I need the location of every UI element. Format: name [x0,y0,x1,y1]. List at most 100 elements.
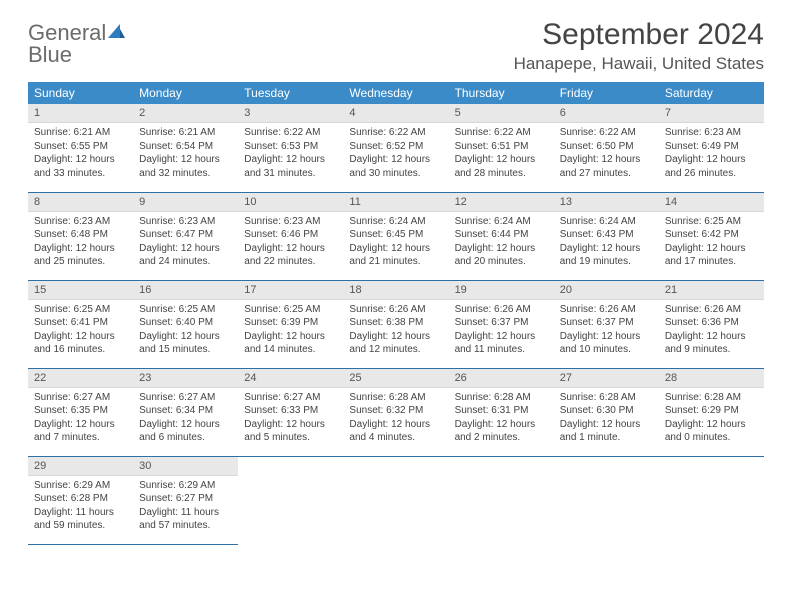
calendar-day: 14Sunrise: 6:25 AMSunset: 6:42 PMDayligh… [659,192,764,280]
brand-logo: General Blue [28,18,126,67]
sunset-line: Sunset: 6:30 PM [560,404,653,418]
sunrise-line: Sunrise: 6:25 AM [139,303,232,317]
sunrise-line: Sunrise: 6:24 AM [349,215,442,229]
weekday-header-row: SundayMondayTuesdayWednesdayThursdayFrid… [28,82,764,104]
calendar-day: 16Sunrise: 6:25 AMSunset: 6:40 PMDayligh… [133,280,238,368]
sunrise-line: Sunrise: 6:28 AM [455,391,548,405]
month-title: September 2024 [514,18,764,52]
empty-cell [238,456,343,544]
sunrise-line: Sunrise: 6:27 AM [34,391,127,405]
calendar-day: 9Sunrise: 6:23 AMSunset: 6:47 PMDaylight… [133,192,238,280]
sunrise-line: Sunrise: 6:22 AM [455,126,548,140]
calendar-day: 25Sunrise: 6:28 AMSunset: 6:32 PMDayligh… [343,368,448,456]
page-header: General Blue September 2024 Hanapepe, Ha… [28,18,764,74]
sunset-line: Sunset: 6:54 PM [139,140,232,154]
calendar-day: 11Sunrise: 6:24 AMSunset: 6:45 PMDayligh… [343,192,448,280]
brand-sail-icon [106,22,126,45]
weekday-header: Tuesday [238,82,343,104]
sunrise-line: Sunrise: 6:23 AM [139,215,232,229]
sunset-line: Sunset: 6:38 PM [349,316,442,330]
day-number: 29 [28,457,133,476]
daylight-line: Daylight: 12 hours and 22 minutes. [244,242,337,269]
day-number: 26 [449,369,554,388]
daylight-line: Daylight: 12 hours and 0 minutes. [665,418,758,445]
sunrise-line: Sunrise: 6:24 AM [455,215,548,229]
sunset-line: Sunset: 6:37 PM [560,316,653,330]
sunrise-line: Sunrise: 6:22 AM [349,126,442,140]
day-content: Sunrise: 6:24 AMSunset: 6:43 PMDaylight:… [554,212,659,275]
daylight-line: Daylight: 12 hours and 10 minutes. [560,330,653,357]
sunset-line: Sunset: 6:55 PM [34,140,127,154]
weekday-header: Wednesday [343,82,448,104]
empty-cell [343,456,448,544]
day-number: 24 [238,369,343,388]
daylight-line: Daylight: 12 hours and 5 minutes. [244,418,337,445]
sunrise-line: Sunrise: 6:26 AM [349,303,442,317]
day-number: 20 [554,281,659,300]
empty-cell [554,456,659,544]
day-content: Sunrise: 6:29 AMSunset: 6:27 PMDaylight:… [133,476,238,539]
day-number: 14 [659,193,764,212]
day-content: Sunrise: 6:29 AMSunset: 6:28 PMDaylight:… [28,476,133,539]
sunrise-line: Sunrise: 6:24 AM [560,215,653,229]
day-number: 5 [449,104,554,123]
calendar-day: 3Sunrise: 6:22 AMSunset: 6:53 PMDaylight… [238,104,343,192]
weekday-header: Saturday [659,82,764,104]
day-number: 10 [238,193,343,212]
calendar-day: 22Sunrise: 6:27 AMSunset: 6:35 PMDayligh… [28,368,133,456]
calendar-day: 8Sunrise: 6:23 AMSunset: 6:48 PMDaylight… [28,192,133,280]
day-content: Sunrise: 6:27 AMSunset: 6:34 PMDaylight:… [133,388,238,451]
day-content: Sunrise: 6:24 AMSunset: 6:44 PMDaylight:… [449,212,554,275]
day-number: 22 [28,369,133,388]
day-content: Sunrise: 6:27 AMSunset: 6:33 PMDaylight:… [238,388,343,451]
day-content: Sunrise: 6:23 AMSunset: 6:46 PMDaylight:… [238,212,343,275]
calendar-day: 12Sunrise: 6:24 AMSunset: 6:44 PMDayligh… [449,192,554,280]
calendar-body: 1Sunrise: 6:21 AMSunset: 6:55 PMDaylight… [28,104,764,544]
sunset-line: Sunset: 6:28 PM [34,492,127,506]
sunrise-line: Sunrise: 6:27 AM [139,391,232,405]
title-block: September 2024 Hanapepe, Hawaii, United … [514,18,764,74]
calendar-day: 28 Sunrise: 6:28 AMSunset: 6:29 PMDayligh… [659,368,764,456]
calendar-day: 15Sunrise: 6:25 AMSunset: 6:41 PMDayligh… [28,280,133,368]
day-number: 17 [238,281,343,300]
day-content: Sunrise: 6:21 AMSunset: 6:54 PMDaylight:… [133,123,238,186]
daylight-line: Daylight: 12 hours and 30 minutes. [349,153,442,180]
sunrise-line: Sunrise: 6:21 AM [139,126,232,140]
sunrise-line: Sunrise: 6:22 AM [560,126,653,140]
calendar-row: 8Sunrise: 6:23 AMSunset: 6:48 PMDaylight… [28,192,764,280]
day-number: 30 [133,457,238,476]
day-number: 2 [133,104,238,123]
sunrise-line: Sunrise: 6:21 AM [34,126,127,140]
day-content: Sunrise: 6:28 AMSunset: 6:32 PMDaylight:… [343,388,448,451]
day-content: Sunrise: 6:22 AMSunset: 6:53 PMDaylight:… [238,123,343,186]
daylight-line: Daylight: 12 hours and 12 minutes. [349,330,442,357]
daylight-line: Daylight: 12 hours and 28 minutes. [455,153,548,180]
sunset-line: Sunset: 6:46 PM [244,228,337,242]
day-number: 6 [554,104,659,123]
day-number: 23 [133,369,238,388]
day-content: Sunrise: 6:25 AMSunset: 6:40 PMDaylight:… [133,300,238,363]
daylight-line: Daylight: 12 hours and 27 minutes. [560,153,653,180]
sunset-line: Sunset: 6:34 PM [139,404,232,418]
day-number: 7 [659,104,764,123]
calendar-day: 26Sunrise: 6:28 AMSunset: 6:31 PMDayligh… [449,368,554,456]
calendar-day: 10Sunrise: 6:23 AMSunset: 6:46 PMDayligh… [238,192,343,280]
day-number: 16 [133,281,238,300]
sunset-line: Sunset: 6:43 PM [560,228,653,242]
sunset-line: Sunset: 6:29 PM [665,404,758,418]
day-number: 19 [449,281,554,300]
sunrise-line: Sunrise: 6:28 AM [665,391,758,405]
calendar-day: 24Sunrise: 6:27 AMSunset: 6:33 PMDayligh… [238,368,343,456]
calendar-day: 29Sunrise: 6:29 AMSunset: 6:28 PMDayligh… [28,456,133,544]
sunrise-line: Sunrise: 6:27 AM [244,391,337,405]
day-number: 28 [659,369,764,388]
daylight-line: Daylight: 11 hours and 59 minutes. [34,506,127,533]
calendar-row: 1Sunrise: 6:21 AMSunset: 6:55 PMDaylight… [28,104,764,192]
sunset-line: Sunset: 6:41 PM [34,316,127,330]
day-content: Sunrise: 6:22 AMSunset: 6:50 PMDaylight:… [554,123,659,186]
calendar-day: 23Sunrise: 6:27 AMSunset: 6:34 PMDayligh… [133,368,238,456]
sunrise-line: Sunrise: 6:23 AM [665,126,758,140]
calendar-day: 7Sunrise: 6:23 AMSunset: 6:49 PMDaylight… [659,104,764,192]
day-number: 25 [343,369,448,388]
weekday-header: Friday [554,82,659,104]
